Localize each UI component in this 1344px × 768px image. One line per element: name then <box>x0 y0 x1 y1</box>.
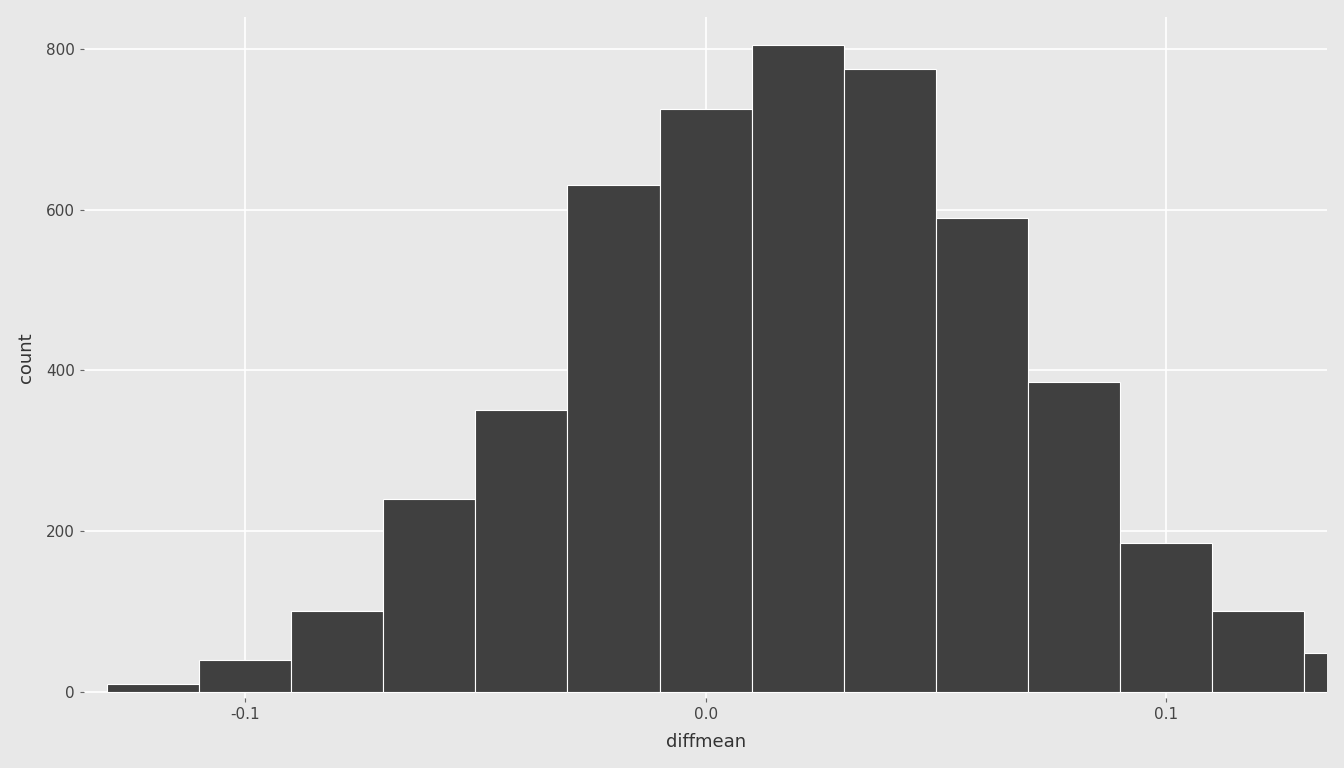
Y-axis label: count: count <box>16 332 35 382</box>
Bar <box>844 69 935 692</box>
X-axis label: diffmean: diffmean <box>665 733 746 751</box>
Bar <box>751 45 844 692</box>
Bar <box>106 684 199 692</box>
Bar <box>1028 382 1120 692</box>
Bar <box>199 660 292 692</box>
Bar <box>567 185 660 692</box>
Bar <box>292 611 383 692</box>
Bar <box>1304 654 1344 692</box>
Bar <box>660 109 751 692</box>
Bar <box>383 499 476 692</box>
Bar <box>1212 611 1304 692</box>
Bar <box>1120 543 1212 692</box>
Bar <box>935 217 1028 692</box>
Bar <box>476 410 567 692</box>
